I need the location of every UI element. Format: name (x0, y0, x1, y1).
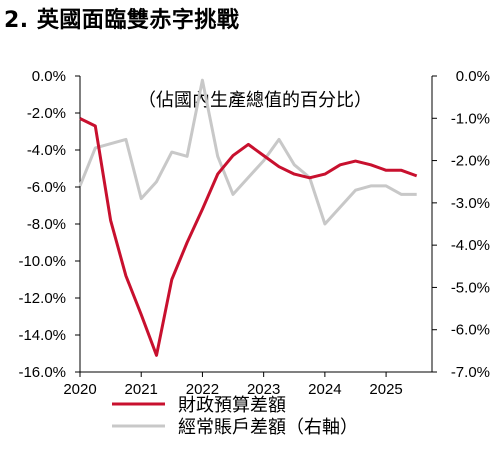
right-tick-label: -1.0% (451, 110, 490, 127)
right-axis-ticks: 0.0% -1.0% -2.0% -3.0% -4.0% -5.0% -6.0% -7.0% (432, 68, 490, 381)
x-tick-label: 2022 (186, 381, 219, 398)
series-layer (78, 78, 418, 357)
chart-axes (79, 76, 433, 373)
x-tick-label: 2023 (247, 381, 280, 398)
x-axis-ticks: 2020 2021 2022 2023 2024 2025 (63, 372, 403, 398)
right-tick-label: -6.0% (451, 322, 490, 339)
chart-annotation: （佔國內生產總值的百分比） (138, 90, 372, 111)
x-tick-label: 2025 (369, 381, 402, 398)
right-tick-label: -3.0% (451, 195, 490, 212)
left-tick-label: -4.0% (27, 142, 66, 159)
legend-label: 財政預算差額 (178, 395, 286, 416)
right-tick-label: -2.0% (451, 153, 490, 170)
chart-title: 2. 英國面臨雙赤字挑戰 (4, 8, 240, 33)
left-tick-label: -6.0% (27, 179, 66, 196)
x-tick-label: 2020 (63, 381, 96, 398)
current-account-line (78, 78, 417, 226)
right-tick-label: 0.0% (456, 68, 490, 85)
left-tick-label: -8.0% (27, 216, 66, 233)
left-tick-label: -10.0% (18, 253, 66, 270)
budget-balance-line (79, 117, 418, 357)
left-axis-ticks: 0.0% -2.0% -4.0% -6.0% -8.0% -10.0% -12.0% -14.… (18, 68, 80, 381)
x-tick-label: 2024 (308, 381, 341, 398)
right-tick-label: -5.0% (451, 279, 490, 296)
left-tick-label: 0.0% (32, 68, 66, 85)
left-tick-label: -2.0% (27, 105, 66, 122)
x-tick-label: 2021 (125, 381, 158, 398)
right-tick-label: -7.0% (451, 364, 490, 381)
left-tick-label: -14.0% (18, 327, 66, 344)
right-tick-label: -4.0% (451, 237, 490, 254)
left-tick-label: -16.0% (18, 364, 66, 381)
left-tick-label: -12.0% (18, 290, 66, 307)
legend-label: 經常賬戶差額（右軸） (178, 417, 358, 438)
